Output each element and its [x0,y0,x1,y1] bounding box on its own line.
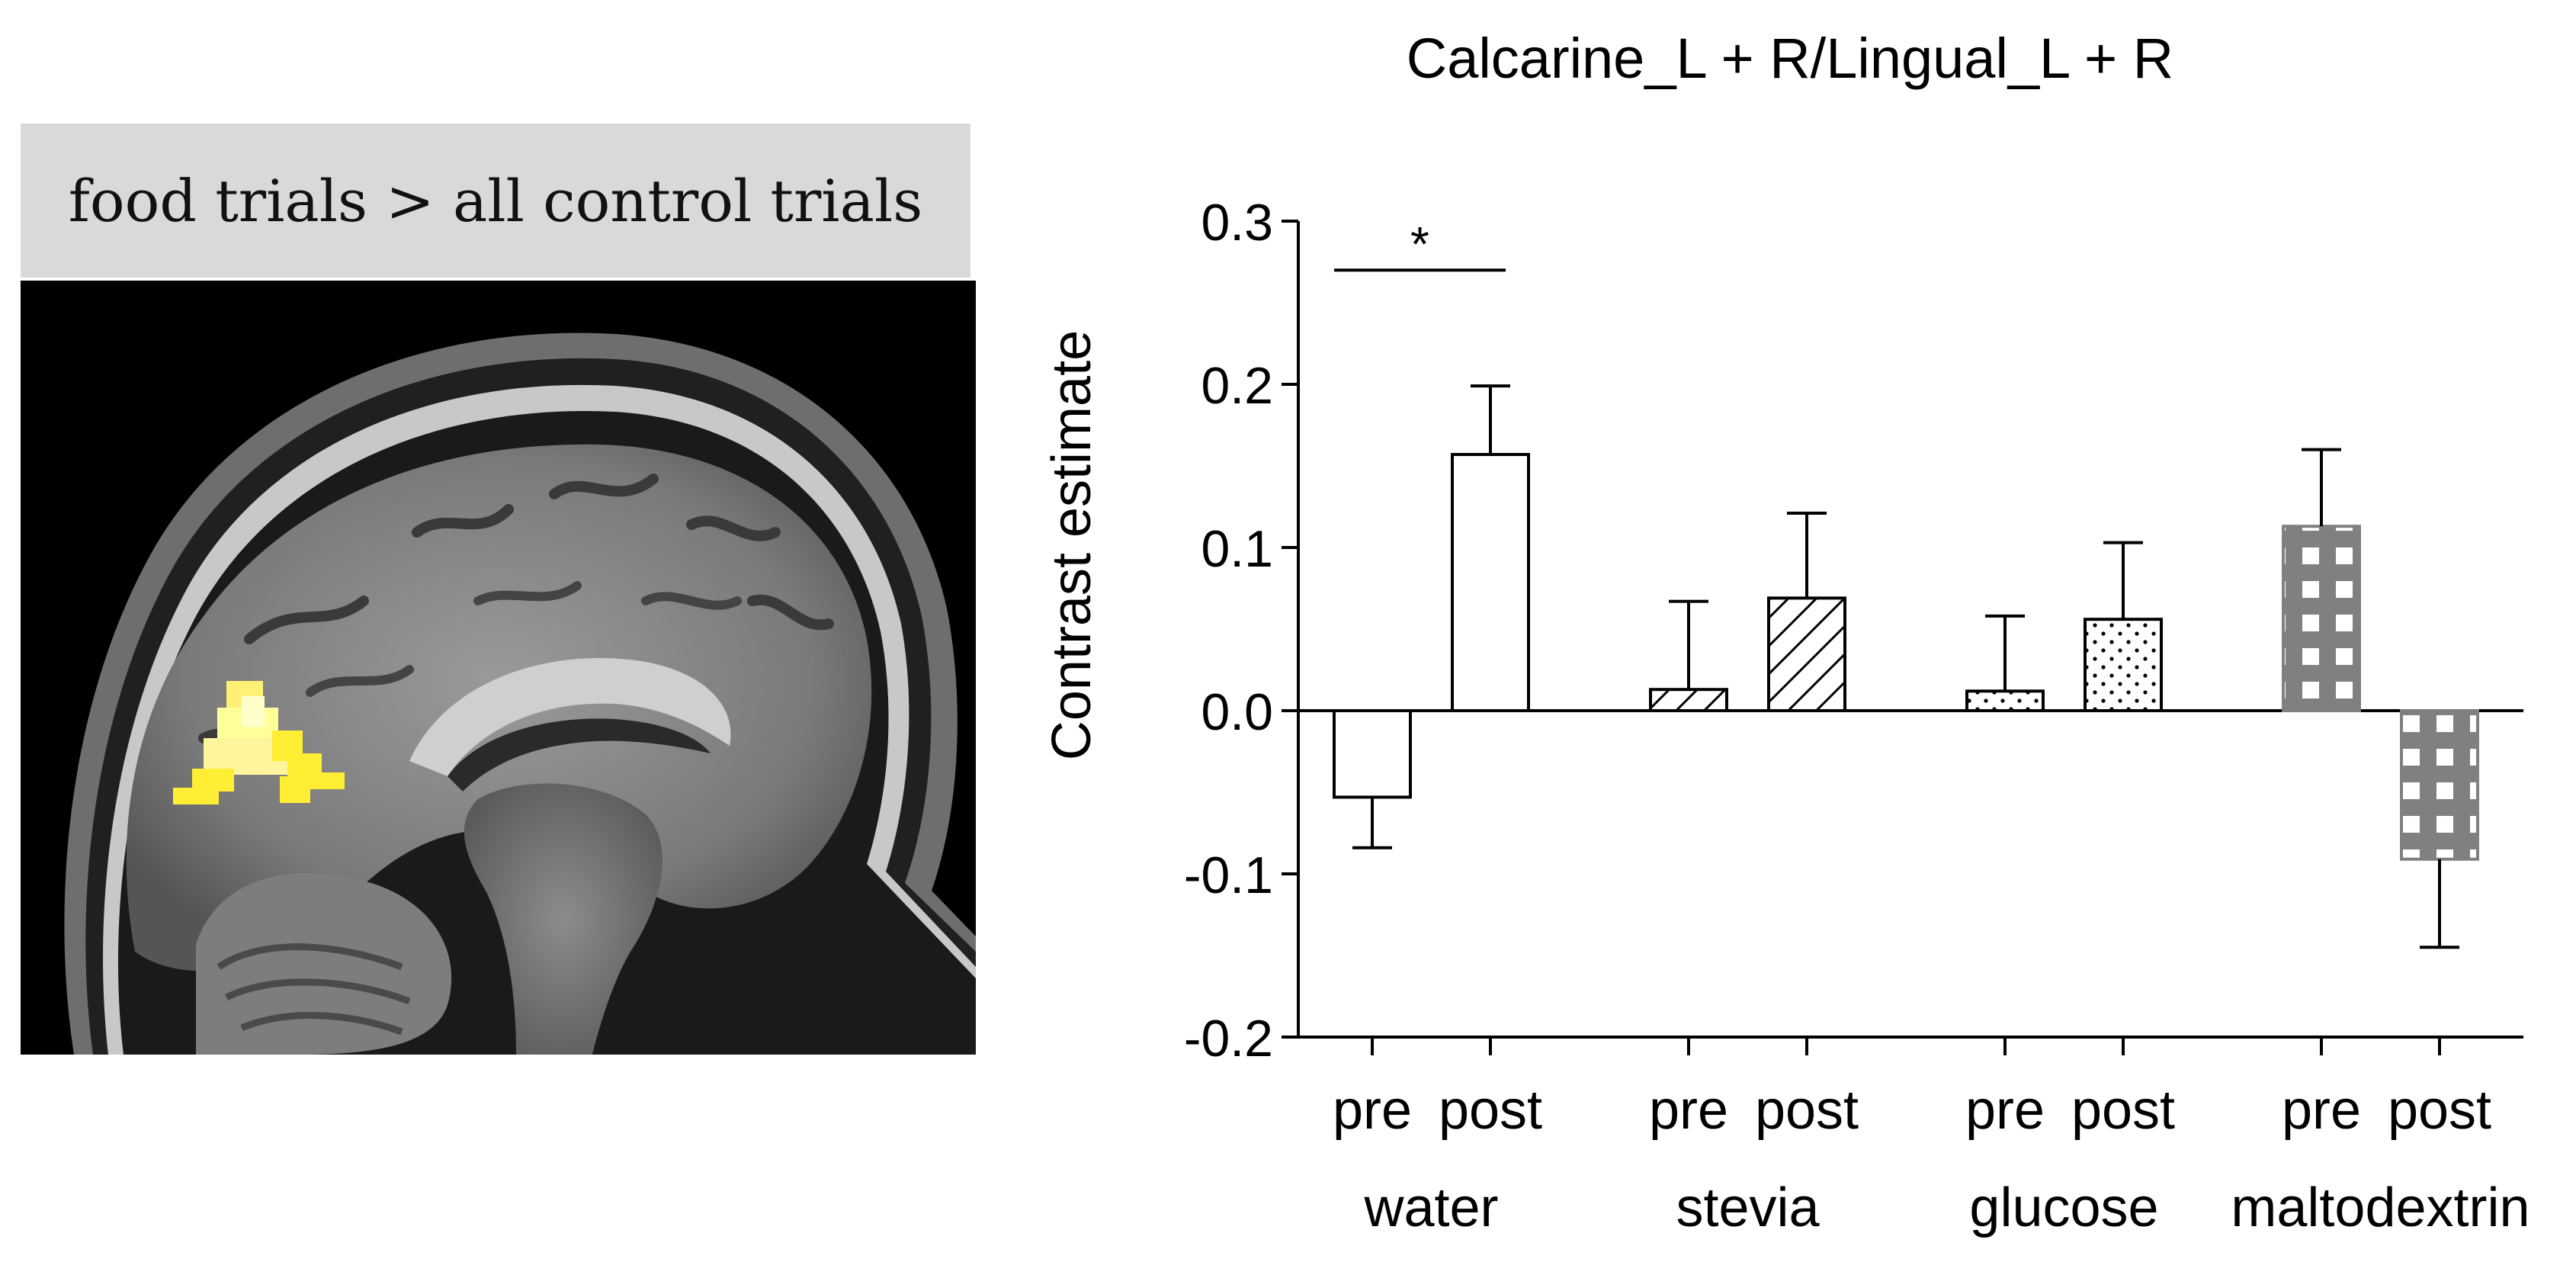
condition-label-maltodextrin-post: post [2388,1080,2491,1141]
y-tick-label: -0.2 [1184,1010,1273,1068]
brain-mri-image [21,281,976,1055]
bar-glucose-pre [1965,689,2045,713]
sagittal-mri-brain-icon [21,281,976,1055]
condition-label-glucose-post: post [2071,1080,2175,1141]
condition-label-water-post: post [1439,1080,1542,1141]
bar-water-pre [1333,709,1412,799]
axes: -0.2 -0.1 0.0 0.1 0.2 0.3 [1184,194,2523,1068]
y-tick-label: 0.0 [1201,683,1273,741]
activation-cluster [173,681,345,804]
y-tick-label: 0.1 [1201,520,1273,578]
y-tick-label: 0.2 [1201,357,1273,415]
bar-maltodextrin-post [2400,709,2479,861]
y-tick-label: -0.1 [1184,846,1273,904]
bar-glucose-post [2084,618,2163,712]
bar-stevia-pre [1649,688,1728,712]
condition-label-maltodextrin-pre: pre [2282,1080,2361,1141]
condition-label-glucose-pre: pre [1965,1080,2045,1141]
bars: * [1333,217,2479,949]
brain-panel-header-text: food trials > all control trials [68,166,923,235]
condition-label-water-pre: pre [1333,1080,1412,1141]
condition-label-stevia-post: post [1755,1080,1859,1141]
bar-chart: Calcarine_L + R/Lingual_L + R Contrast e… [1041,27,2530,1238]
group-label-stevia: stevia [1676,1177,1820,1238]
group-label-water: water [1363,1177,1498,1238]
group-label-glucose: glucose [1969,1177,2158,1238]
bar-stevia-post [1767,596,1846,713]
significance-star: * [1410,217,1429,271]
condition-label-stevia-pre: pre [1649,1080,1728,1141]
brain-panel-header: food trials > all control trials [21,124,970,278]
chart-title: Calcarine_L + R/Lingual_L + R [1407,27,2173,90]
y-tick-label: 0.3 [1201,194,1273,252]
bar-water-post [1451,453,1530,713]
group-label-maltodextrin: maltodextrin [2231,1177,2529,1238]
y-axis-label: Contrast estimate [1041,330,1102,760]
bar-maltodextrin-pre [2282,525,2361,712]
